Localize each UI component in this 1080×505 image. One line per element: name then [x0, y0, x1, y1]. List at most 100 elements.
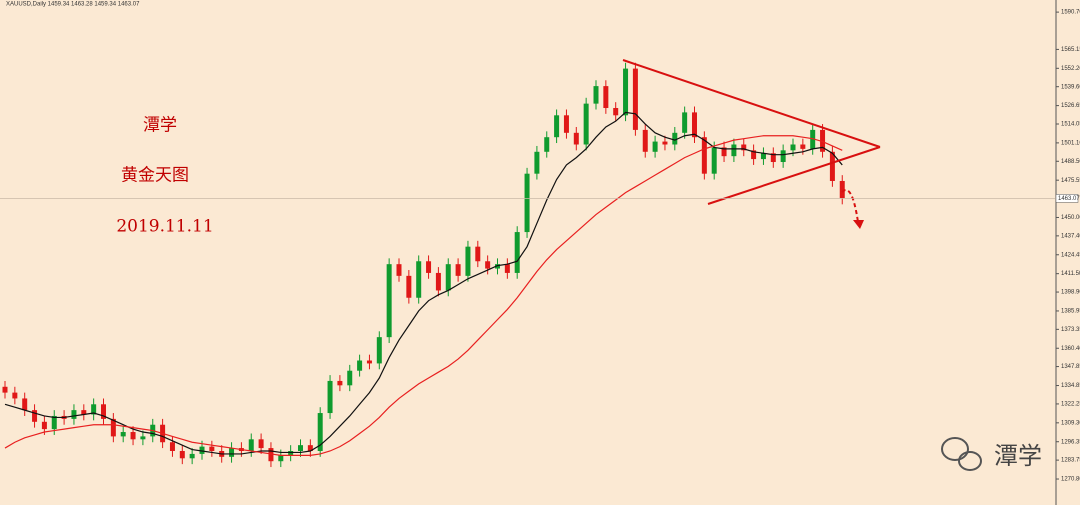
candle-body [534, 151, 540, 174]
candle-body [613, 108, 619, 116]
candle-body [298, 445, 303, 451]
candle-body [672, 132, 678, 145]
candle-body [307, 445, 313, 451]
annotation: 2019.11.11 [116, 217, 213, 237]
candle-body [91, 404, 97, 415]
candle-body [258, 439, 264, 449]
candle-body [524, 173, 530, 233]
candle-body [22, 398, 28, 411]
candle-body [682, 112, 688, 133]
y-tick-label: 1309.30 [1061, 420, 1080, 426]
candle-body [741, 144, 747, 151]
candle-body [593, 86, 599, 104]
y-tick-label: 1539.60 [1061, 84, 1080, 90]
y-tick-label: 1475.55 [1061, 178, 1080, 184]
candle-body [721, 147, 727, 157]
y-tick-label: 1322.25 [1061, 402, 1080, 408]
y-tick-label: 1450.00 [1061, 215, 1080, 221]
candle-body [357, 360, 363, 371]
annotation: 黄金天图 [121, 166, 189, 186]
candle-body [337, 380, 343, 386]
candle-body [485, 261, 491, 269]
candle-body [573, 132, 579, 145]
candle-body [514, 232, 520, 273]
candle-body [169, 442, 175, 451]
candle-body [495, 264, 500, 269]
candle-body [445, 264, 451, 291]
candle-body [71, 410, 77, 419]
y-tick-label: 1424.45 [1061, 252, 1080, 258]
y-tick-label: 1334.85 [1061, 383, 1080, 389]
y-tick-label: 1385.95 [1061, 309, 1080, 315]
candle-body [652, 141, 658, 152]
candle-body [623, 68, 629, 116]
y-tick-label: 1283.75 [1061, 458, 1080, 464]
candle-body [376, 337, 382, 364]
candle-body [435, 272, 441, 291]
candle-body [2, 386, 8, 393]
y-tick-label: 1590.70 [1061, 10, 1080, 16]
candle-body [583, 103, 589, 145]
candle-body [701, 137, 707, 174]
candle-body [406, 275, 412, 298]
candle-body [179, 450, 185, 459]
candle-body [130, 432, 136, 440]
y-tick-label: 1501.10 [1061, 140, 1080, 146]
candle-body [554, 115, 560, 138]
candle-body [229, 448, 235, 457]
candle-body [268, 448, 274, 462]
watermark: 潭学 [994, 442, 1042, 470]
candle-body [12, 392, 18, 399]
triangle [622, 59, 881, 205]
y-tick-label: 1270.80 [1061, 477, 1080, 483]
candle-body [32, 410, 38, 422]
candle-body [770, 153, 776, 163]
moving-average [4, 111, 843, 455]
current-price-box [1055, 194, 1079, 203]
candle-body [800, 144, 806, 149]
y-tick-label: 1437.40 [1061, 233, 1080, 239]
candle-body [209, 446, 215, 451]
candle-body [465, 246, 471, 276]
candle-body [41, 421, 47, 430]
candle-body [327, 380, 333, 414]
y-tick-label: 1552.20 [1061, 66, 1080, 72]
candle-body [140, 436, 146, 440]
forecast-arrow [841, 189, 864, 229]
candle-body [603, 86, 609, 109]
candle-body [278, 455, 284, 462]
candle-body [780, 150, 786, 163]
candle-body [288, 450, 294, 456]
candle-body [347, 370, 353, 386]
candle-body [790, 144, 796, 151]
y-tick-label: 1411.50 [1061, 271, 1080, 277]
candle-body [829, 151, 835, 181]
watermark-icon [941, 437, 982, 471]
candle-body [248, 439, 254, 451]
y-tick-label: 1296.35 [1061, 439, 1080, 445]
y-tick-label: 1488.50 [1061, 159, 1080, 165]
candle-body [751, 150, 757, 160]
y-tick-label: 1565.15 [1061, 47, 1080, 53]
candle-body [416, 261, 422, 298]
current-price-label: 1463.07 [1058, 196, 1080, 202]
candle-body [81, 410, 87, 415]
candle-body [544, 137, 550, 152]
candle-body [642, 129, 648, 152]
candle-body [199, 446, 205, 454]
candle-body [810, 129, 816, 149]
candle-body [101, 404, 106, 419]
y-tick-label: 1514.05 [1061, 122, 1080, 128]
y-tick-label: 1360.40 [1061, 346, 1080, 352]
candle-body [120, 432, 126, 437]
candle-body [51, 415, 57, 430]
y-tick-label: 1347.85 [1061, 364, 1080, 370]
candle-body [317, 413, 323, 451]
candle-body [455, 264, 461, 276]
candle-body [110, 418, 116, 437]
candle-body [662, 141, 668, 145]
plot-area [2, 62, 845, 468]
candle-body [839, 180, 845, 199]
candle-body [760, 153, 766, 160]
